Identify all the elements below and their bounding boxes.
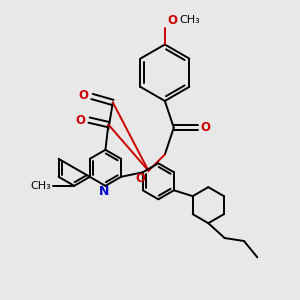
Text: O: O [167,14,177,27]
Text: O: O [200,121,211,134]
Text: O: O [76,114,85,127]
Text: O: O [136,172,146,185]
Text: N: N [99,185,109,198]
Text: O: O [79,89,88,102]
Text: CH₃: CH₃ [180,15,200,25]
Text: CH₃: CH₃ [30,181,51,191]
